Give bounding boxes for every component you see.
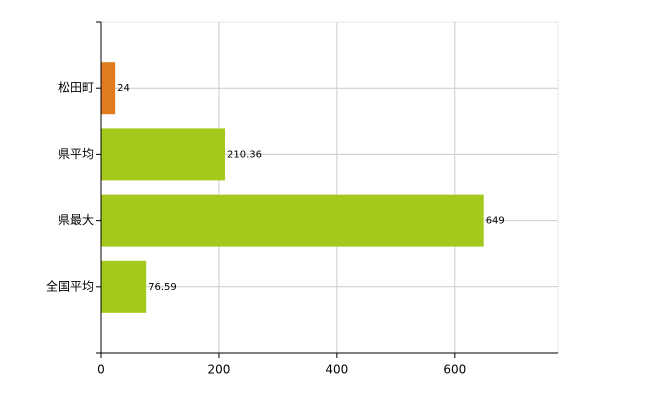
x-tick-label: 600: [443, 363, 466, 377]
value-label: 76.59: [148, 282, 177, 293]
bar: [101, 128, 226, 181]
x-tick-label: 0: [97, 363, 105, 377]
bar: [101, 194, 484, 247]
y-tick-label: 県平均: [58, 147, 94, 161]
bar: [101, 62, 116, 115]
value-label: 210.36: [227, 149, 262, 160]
value-label: 24: [117, 83, 130, 94]
y-tick-label: 全国平均: [46, 278, 94, 293]
x-tick-label: 400: [325, 363, 348, 377]
y-tick-label: 県最大: [58, 213, 94, 227]
bar: [101, 260, 147, 313]
x-tick-label: 200: [207, 363, 230, 377]
value-label: 649: [486, 216, 505, 227]
y-tick-label: 松田町: [58, 81, 94, 95]
